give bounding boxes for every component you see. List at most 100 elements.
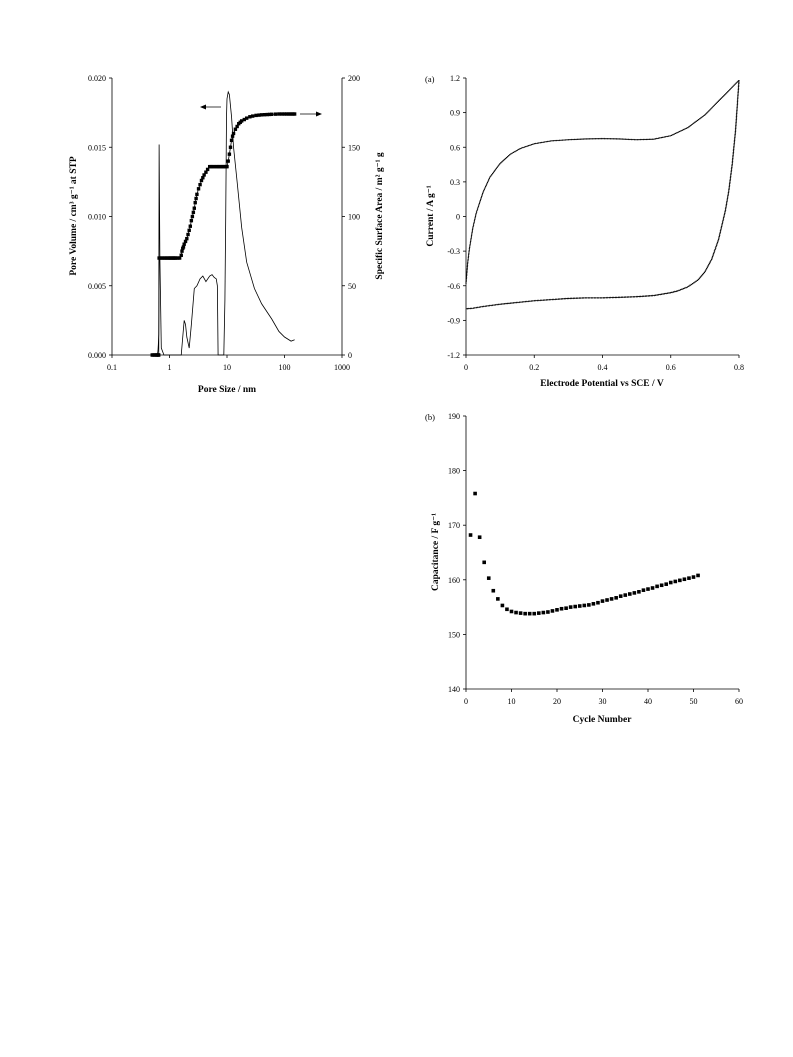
data-point — [273, 112, 278, 116]
left-y-tick-label: 0.010 — [88, 213, 106, 222]
x-tick-label: 0 — [464, 363, 468, 372]
left-y-tick-label: 0 — [456, 213, 460, 222]
data-point — [591, 602, 596, 606]
x-tick-label: 40 — [644, 697, 652, 706]
data-point — [183, 239, 188, 244]
data-point — [582, 603, 587, 608]
data-point — [257, 113, 261, 117]
cv-chart: (a) 0 0.2 0.4 0.6 0.8 -1.2 -0.9 -0.6 -0.3 0 0.3 0.… — [425, 74, 744, 389]
data-point — [659, 583, 664, 588]
data-point — [618, 594, 623, 598]
data-point — [251, 114, 255, 118]
right-axis-arrow — [300, 111, 322, 117]
x-tick-label: 100 — [279, 363, 291, 372]
data-point — [541, 610, 546, 615]
left-y-tick-label: 150 — [448, 630, 460, 639]
data-point — [550, 609, 555, 613]
x-tick-label: 0.1 — [107, 363, 117, 372]
data-point — [185, 236, 189, 241]
data-point — [555, 608, 559, 612]
left-y-tick-label: 190 — [448, 412, 460, 421]
data-point — [285, 112, 289, 116]
data-point — [623, 593, 628, 597]
data-point — [189, 218, 194, 223]
x-axis-title: Cycle Number — [573, 715, 633, 725]
left-y-tick-label: 0.005 — [88, 282, 106, 291]
x-axis-title: Pore Size / nm — [198, 385, 256, 395]
data-point — [180, 249, 184, 253]
data-point — [194, 196, 198, 201]
data-point — [242, 117, 247, 122]
data-point — [650, 586, 655, 590]
surface-area-line — [152, 113, 295, 356]
left-y-tick-label: 0.015 — [88, 143, 106, 152]
data-point — [646, 587, 650, 591]
data-point — [500, 603, 505, 608]
data-point — [527, 611, 532, 616]
data-point — [641, 588, 646, 592]
right-y-tick-label: 200 — [348, 74, 360, 83]
data-point — [226, 159, 230, 163]
data-point — [537, 611, 541, 615]
data-point — [174, 256, 178, 260]
data-point — [668, 580, 673, 585]
data-point — [664, 582, 668, 586]
data-point — [248, 115, 252, 119]
x-tick-label: 0.4 — [598, 363, 608, 372]
data-point — [600, 599, 605, 603]
panel-label-a: (a) — [425, 74, 435, 84]
data-point — [231, 131, 236, 136]
x-tick-label: 0.6 — [666, 363, 676, 372]
data-point — [477, 535, 482, 540]
data-point — [199, 178, 204, 183]
data-point — [291, 112, 295, 116]
data-point — [282, 112, 287, 116]
data-point — [177, 256, 182, 260]
data-point — [468, 533, 473, 537]
y-axis-title: Capacitance / F g⁻¹ — [431, 513, 441, 591]
data-point — [628, 592, 632, 596]
data-point — [696, 573, 700, 578]
data-point — [277, 112, 281, 116]
data-point — [289, 112, 293, 116]
data-point — [205, 167, 210, 172]
left-y-tick-label: -0.6 — [447, 282, 460, 291]
left-y-tick-label: 160 — [448, 576, 460, 585]
data-point — [482, 560, 486, 565]
x-tick-label: 60 — [735, 697, 743, 706]
pore-size-chart: 0.1 1 10 100 1000 0.0000.0050.0100.0150.020 … — [69, 74, 385, 395]
data-point — [182, 242, 186, 246]
data-point — [270, 112, 274, 116]
data-point — [568, 605, 573, 609]
data-point — [614, 596, 618, 600]
left-y-tick-label: 140 — [448, 685, 460, 694]
data-point — [239, 119, 244, 123]
left-y-tick-label: 0.000 — [88, 351, 106, 360]
x-tick-label: 0 — [464, 697, 468, 706]
data-point — [196, 187, 201, 191]
data-point — [233, 127, 238, 131]
data-point — [473, 491, 477, 496]
data-point — [292, 112, 297, 116]
data-point — [265, 112, 269, 117]
left-y-axis-title: Pore Volume / cm³ g⁻¹ at STP — [69, 156, 79, 275]
left-axis-arrow — [200, 104, 221, 110]
left-y-tick-label: 0.020 — [88, 74, 106, 83]
right-y-axis-title: Specific Surface Area / m² g⁻¹ g — [375, 152, 385, 279]
data-point — [523, 611, 527, 616]
data-point — [254, 113, 258, 118]
data-point — [262, 113, 267, 117]
data-point — [210, 164, 215, 169]
data-point — [559, 606, 564, 611]
data-point — [655, 584, 659, 589]
cv-cathodic-texture — [465, 80, 740, 310]
left-y-tick-label: 0.3 — [450, 178, 460, 187]
data-point — [491, 588, 496, 593]
data-point — [176, 256, 180, 260]
x-tick-label: 1000 — [334, 363, 350, 372]
pore-volume-line — [152, 90, 295, 356]
data-point — [229, 138, 234, 143]
right-y-tick-label: 100 — [348, 213, 360, 222]
data-point — [509, 609, 514, 614]
